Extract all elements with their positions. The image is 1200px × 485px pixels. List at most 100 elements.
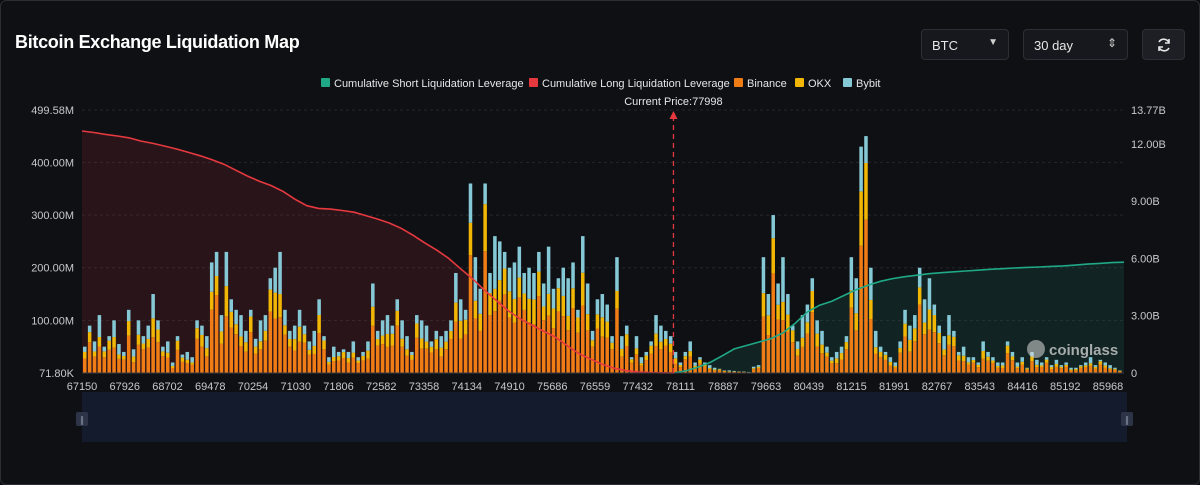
bar-bybit — [668, 336, 673, 344]
zoom-handle-right[interactable] — [1121, 412, 1133, 426]
bar-binance — [600, 336, 605, 373]
bar-okx — [332, 357, 336, 362]
bar-binance — [771, 273, 775, 373]
bar-okx — [810, 290, 815, 313]
bar-okx — [893, 365, 898, 368]
bar-okx — [122, 355, 126, 360]
refresh-button[interactable] — [1142, 29, 1185, 60]
bar-binance — [502, 294, 507, 373]
bar-okx — [1044, 359, 1049, 363]
bar-okx — [415, 323, 419, 338]
bar-bybit — [253, 338, 258, 347]
zoom-slider[interactable]: ∥ ∥ — [76, 392, 1133, 442]
bar-bybit — [859, 146, 863, 192]
bar-bybit — [371, 283, 375, 307]
bar-binance — [288, 346, 292, 373]
bar-binance — [917, 304, 922, 373]
x-tick-label: 73358 — [409, 381, 440, 393]
legend-label: OKX — [808, 78, 832, 90]
bar-bybit — [805, 304, 810, 323]
x-tick-label: 77432 — [622, 381, 653, 393]
bar-bybit — [893, 362, 898, 366]
bar-bybit — [463, 309, 468, 320]
bar-okx — [288, 339, 292, 347]
bar-bybit — [698, 357, 702, 360]
bar-bybit — [219, 315, 224, 332]
bar-okx — [849, 290, 854, 308]
bar-binance — [595, 328, 600, 373]
bar-okx — [790, 330, 795, 343]
bar-binance — [810, 312, 815, 373]
bar-binance — [639, 365, 644, 373]
bar-okx — [419, 338, 424, 349]
bar-binance — [1074, 370, 1078, 373]
bar-binance — [156, 342, 160, 373]
bar-okx — [537, 271, 541, 297]
bar-bybit — [624, 325, 629, 335]
bar-binance — [239, 346, 243, 373]
bar-bybit — [820, 330, 824, 345]
bar-okx — [317, 314, 321, 334]
bar-bybit — [205, 336, 209, 349]
bar-bybit — [815, 320, 819, 334]
bar-okx — [903, 323, 907, 337]
bar-binance — [380, 344, 385, 373]
bar-binance — [463, 334, 468, 373]
bar-binance — [541, 320, 546, 373]
bar-okx — [166, 352, 170, 358]
y-right-tick-label: 13.77B — [1131, 105, 1166, 117]
range-select[interactable]: 30 day ⇕ — [1023, 29, 1128, 60]
bar-binance — [683, 359, 688, 373]
bar-bybit — [517, 246, 522, 278]
bar-bybit — [585, 283, 590, 315]
y-left-tick-label: 300.00M — [31, 210, 74, 222]
bar-binance — [869, 319, 873, 373]
bar-bybit — [405, 336, 409, 350]
bar-binance — [346, 362, 351, 373]
bar-bybit — [971, 357, 976, 361]
bar-okx — [956, 355, 961, 361]
bar-bybit — [502, 251, 507, 269]
bar-bybit — [576, 309, 580, 318]
bar-binance — [898, 352, 902, 373]
bar-binance — [454, 321, 458, 373]
bar-okx — [405, 349, 409, 356]
bar-okx — [136, 334, 141, 345]
bar-binance — [434, 349, 439, 373]
bar-bybit — [117, 344, 121, 355]
bar-bybit — [527, 267, 531, 299]
bar-okx — [410, 355, 414, 360]
symbol-select[interactable]: BTC ▼ — [921, 29, 1009, 60]
bar-binance — [693, 368, 697, 373]
bar-binance — [815, 346, 819, 373]
bar-binance — [410, 359, 414, 373]
bar-okx — [87, 332, 92, 343]
bar-binance — [166, 357, 170, 373]
bar-bybit — [590, 330, 595, 341]
bar-okx — [659, 341, 663, 350]
bar-bybit — [1054, 359, 1059, 364]
bar-binance — [185, 363, 190, 373]
y-right-tick-label: 3.00B — [1131, 311, 1160, 323]
bar-binance — [585, 330, 590, 373]
bar-binance — [624, 345, 629, 373]
bar-bybit — [1005, 341, 1010, 346]
bar-okx — [292, 339, 297, 351]
bar-binance — [1005, 353, 1010, 373]
bar-okx — [1049, 367, 1054, 370]
bar-binance — [830, 363, 834, 373]
bar-binance — [190, 364, 194, 373]
bar-okx — [454, 302, 458, 322]
bar-bybit — [810, 278, 815, 291]
bar-okx — [917, 287, 922, 305]
zoom-handle-left[interactable] — [76, 412, 88, 426]
legend-swatch — [843, 78, 852, 87]
x-tick-label: 74910 — [494, 381, 525, 393]
bar-okx — [273, 292, 277, 319]
bar-binance — [161, 356, 165, 373]
bar-bybit — [87, 325, 92, 333]
bar-bybit — [1103, 362, 1107, 366]
bar-okx — [576, 317, 580, 333]
bar-binance — [844, 349, 849, 373]
bar-bybit — [410, 351, 414, 356]
